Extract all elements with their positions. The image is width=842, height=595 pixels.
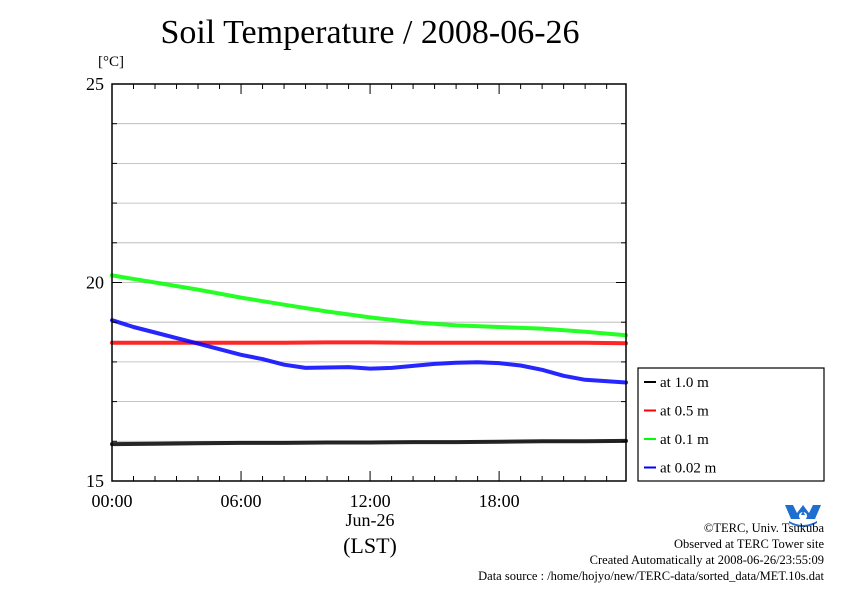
- x-axis: 00:00 06:00 12:00 18:00: [91, 84, 608, 511]
- footer-created-timestamp: Created Automatically at 2008-06-26/23:5…: [589, 553, 824, 567]
- y-axis-unit-label: [°C]: [98, 54, 124, 70]
- terc-logo-icon: [781, 503, 825, 533]
- y-tick-label: 20: [86, 273, 104, 293]
- x-tick-label: 00:00: [91, 491, 132, 511]
- series-line-2: [110, 273, 628, 338]
- y-tick-label: 25: [86, 74, 104, 94]
- footer-observation-site: Observed at TERC Tower site: [673, 537, 824, 551]
- legend-entry-label: at 1.0 m: [660, 375, 709, 391]
- series-line-3: [110, 318, 628, 385]
- legend-entry-label: at 0.1 m: [660, 432, 709, 448]
- legend-box: [637, 367, 825, 482]
- series-group: [110, 273, 628, 447]
- x-axis-date-label: Jun-26: [345, 510, 395, 530]
- legend: at 1.0 m at 0.5 m at 0.1 m at 0.02 m: [637, 367, 825, 482]
- y-tick-label: 15: [86, 471, 104, 491]
- footer-data-source: Data source : /home/hojyo/new/TERC-data/…: [478, 569, 824, 583]
- footer-copyright: ©TERC, Univ. Tsukuba: [703, 521, 824, 535]
- x-axis-timezone-label: (LST): [343, 533, 397, 558]
- legend-entry-label: at 0.02 m: [660, 461, 717, 477]
- x-tick-label: 18:00: [479, 491, 520, 511]
- grid-lines: [112, 123, 626, 442]
- footer-credits: ©TERC, Univ. Tsukuba Observed at TERC To…: [478, 520, 824, 584]
- x-tick-label: 12:00: [350, 491, 391, 511]
- chart-title: Soil Temperature / 2008-06-26: [160, 14, 580, 51]
- legend-entry-label: at 0.5 m: [660, 404, 709, 420]
- series-line-0: [110, 438, 628, 447]
- y-axis: 15 20 25: [86, 74, 626, 491]
- x-tick-label: 06:00: [221, 491, 262, 511]
